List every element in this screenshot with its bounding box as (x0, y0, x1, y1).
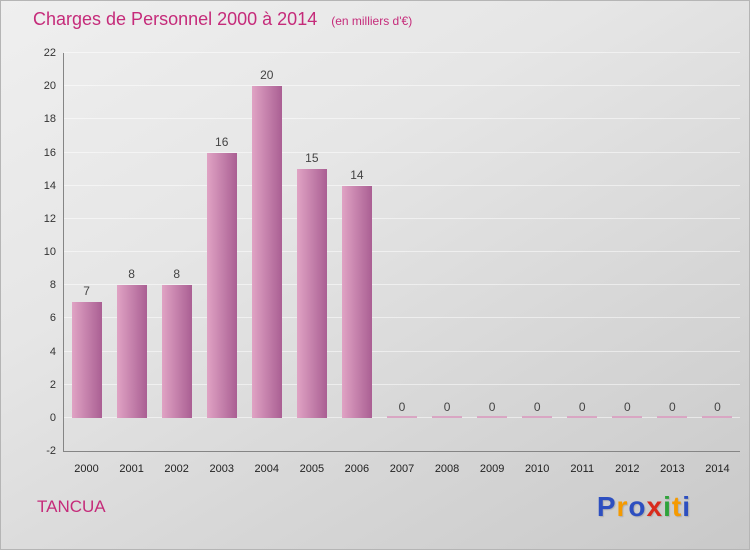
x-axis-tick-label: 2001 (119, 463, 144, 475)
logo-letter: t (671, 491, 683, 522)
y-axis-tick-label: 2 (49, 378, 56, 391)
x-axis-tick-label: 2005 (299, 463, 325, 475)
bar-value-label: 8 (173, 267, 180, 282)
bar-value-label: 0 (443, 399, 451, 414)
y-axis-tick-label: -2 (46, 445, 56, 457)
logo-letter: i (663, 491, 672, 522)
bar-2013 (657, 415, 688, 418)
logo-letter: r (616, 491, 629, 522)
bar-2007 (386, 415, 417, 418)
y-axis-tick-label: 10 (43, 246, 56, 258)
logo-letter: x (646, 491, 664, 522)
y-axis-tick-label: 8 (49, 279, 56, 292)
bar-2001 (116, 285, 147, 418)
x-axis-tick-label: 2008 (434, 463, 460, 475)
bar-slot-2000: 7 2000 (64, 53, 109, 475)
chart-header: Charges de Personnel 2000 à 2014 (en mil… (33, 9, 412, 30)
y-axis-tick-label: 6 (49, 312, 56, 325)
company-name: TANCUA (37, 497, 106, 516)
bar-slot-2004: 20 2004 (244, 53, 289, 475)
x-axis-tick-label: 2009 (479, 463, 505, 475)
plot-area: -2 0 2 4 6 8 10 12 14 16 18 20 22 7 2000 8 2001 8 2002 16 20… (44, 47, 740, 475)
bar-value-label: 0 (714, 399, 721, 414)
bar-2000 (71, 301, 102, 418)
y-axis-tick-label: 4 (49, 345, 56, 358)
bar-slot-2013: 0 2013 (650, 53, 695, 475)
y-axis-tick-label: 20 (43, 80, 56, 93)
bar-2004 (251, 86, 282, 418)
bar-2002 (161, 285, 192, 418)
x-axis-tick-label: 2011 (570, 463, 595, 475)
bar-slot-2012: 0 2012 (605, 53, 650, 475)
bar-value-label: 7 (83, 283, 90, 298)
x-axis-tick-label: 2012 (615, 463, 640, 475)
x-axis-tick-label: 2000 (74, 463, 99, 475)
bar-value-label: 8 (128, 267, 135, 282)
bar-slot-2001: 8 2001 (109, 53, 154, 475)
x-axis-tick-label: 2002 (164, 463, 189, 475)
bar-slot-2002: 8 2002 (154, 53, 199, 475)
bar-2011 (567, 415, 598, 418)
chart-title: Charges de Personnel 2000 à 2014 (33, 9, 318, 29)
x-axis-tick-label: 2003 (209, 463, 234, 475)
logo-letter: i (682, 491, 691, 522)
bar-value-label: 0 (398, 399, 406, 414)
bar-2014 (702, 415, 733, 418)
bar-value-label: 0 (488, 399, 496, 414)
bar-slot-2008: 0 2008 (425, 53, 470, 475)
bar-2003 (206, 152, 237, 418)
y-axis-tick-label: 22 (43, 47, 56, 59)
bar-slot-2011: 0 2011 (560, 53, 605, 475)
x-axis-tick-label: 2014 (705, 463, 730, 475)
bar-value-label: 20 (260, 68, 274, 83)
y-axis-tick-label: 14 (43, 179, 56, 192)
bar-2008 (432, 415, 463, 418)
bar-2005 (296, 169, 327, 418)
bar-2012 (612, 415, 643, 418)
bar-value-label: 0 (578, 399, 586, 414)
x-axis-tick-label: 2010 (524, 463, 550, 475)
x-axis-tick-label: 2007 (389, 463, 415, 475)
bar-value-label: 16 (215, 134, 229, 149)
bar-slot-2009: 0 2009 (470, 53, 515, 475)
logo-letter: P (596, 491, 617, 522)
x-axis-tick-label: 2004 (254, 463, 280, 475)
x-axis-tick-label: 2006 (344, 463, 370, 475)
proxiti-logo: Proxiti (597, 491, 691, 523)
chart-subtitle: (en milliers d'€) (331, 14, 413, 28)
bar-value-label: 0 (533, 399, 541, 414)
bar-value-label: 0 (623, 399, 631, 414)
bar-value-label: 15 (305, 151, 319, 166)
x-axis-tick-label: 2013 (660, 463, 685, 475)
bar-2009 (477, 415, 508, 418)
bar-slot-2005: 15 2005 (289, 53, 334, 475)
y-axis-tick-label: 18 (43, 113, 56, 126)
bar-2006 (341, 185, 372, 418)
bar-slot-2006: 14 2006 (334, 53, 379, 475)
y-axis-tick-label: 12 (43, 212, 56, 225)
bar-slot-2007: 0 2007 (379, 53, 424, 475)
y-axis-tick-label: 16 (43, 146, 56, 159)
logo-letter: o (628, 491, 647, 522)
bar-2010 (522, 415, 553, 418)
bar-slot-2003: 16 2003 (199, 53, 244, 475)
bar-slot-2014: 0 2014 (695, 53, 740, 475)
bar-value-label: 14 (350, 167, 364, 182)
bar-value-label: 0 (669, 399, 676, 414)
y-axis-tick-label: 0 (49, 411, 56, 424)
bar-slot-2010: 0 2010 (515, 53, 560, 475)
